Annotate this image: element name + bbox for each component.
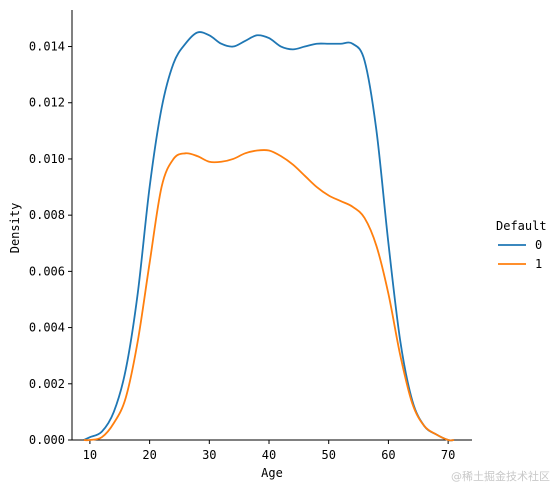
axes: 10 20 30 40 50 60 70 0.000 0.002 0.004 0.006 0.008 0… <box>29 10 472 462</box>
legend-items: 01 <box>498 238 542 271</box>
x-tick-label: 30 <box>202 448 216 462</box>
legend-title: Default <box>496 219 547 233</box>
y-tick-label: 0.014 <box>29 40 65 54</box>
y-tick-label: 0.000 <box>29 433 65 447</box>
x-tick-label: 10 <box>83 448 97 462</box>
y-axis-label: Density <box>8 203 22 254</box>
legend: Default 01 <box>496 219 547 271</box>
y-tick-label: 0.012 <box>29 96 65 110</box>
y-tick-label: 0.010 <box>29 152 65 166</box>
y-tick-label: 0.002 <box>29 377 65 391</box>
series-lines <box>83 31 455 442</box>
series-line-1 <box>83 149 455 442</box>
y-tick-label: 0.008 <box>29 208 65 222</box>
x-tick-label: 50 <box>321 448 335 462</box>
legend-label-1: 1 <box>535 257 542 271</box>
x-tick-label: 20 <box>142 448 156 462</box>
series-line-0 <box>83 31 455 442</box>
x-axis-label: Age <box>261 466 283 480</box>
x-tick-label: 60 <box>381 448 395 462</box>
y-tick-label: 0.006 <box>29 264 65 278</box>
x-tick-label: 70 <box>441 448 455 462</box>
legend-label-0: 0 <box>535 238 542 252</box>
x-tick-label: 40 <box>262 448 276 462</box>
watermark: @稀土掘金技术社区 <box>451 470 550 483</box>
y-tick-label: 0.004 <box>29 321 65 335</box>
